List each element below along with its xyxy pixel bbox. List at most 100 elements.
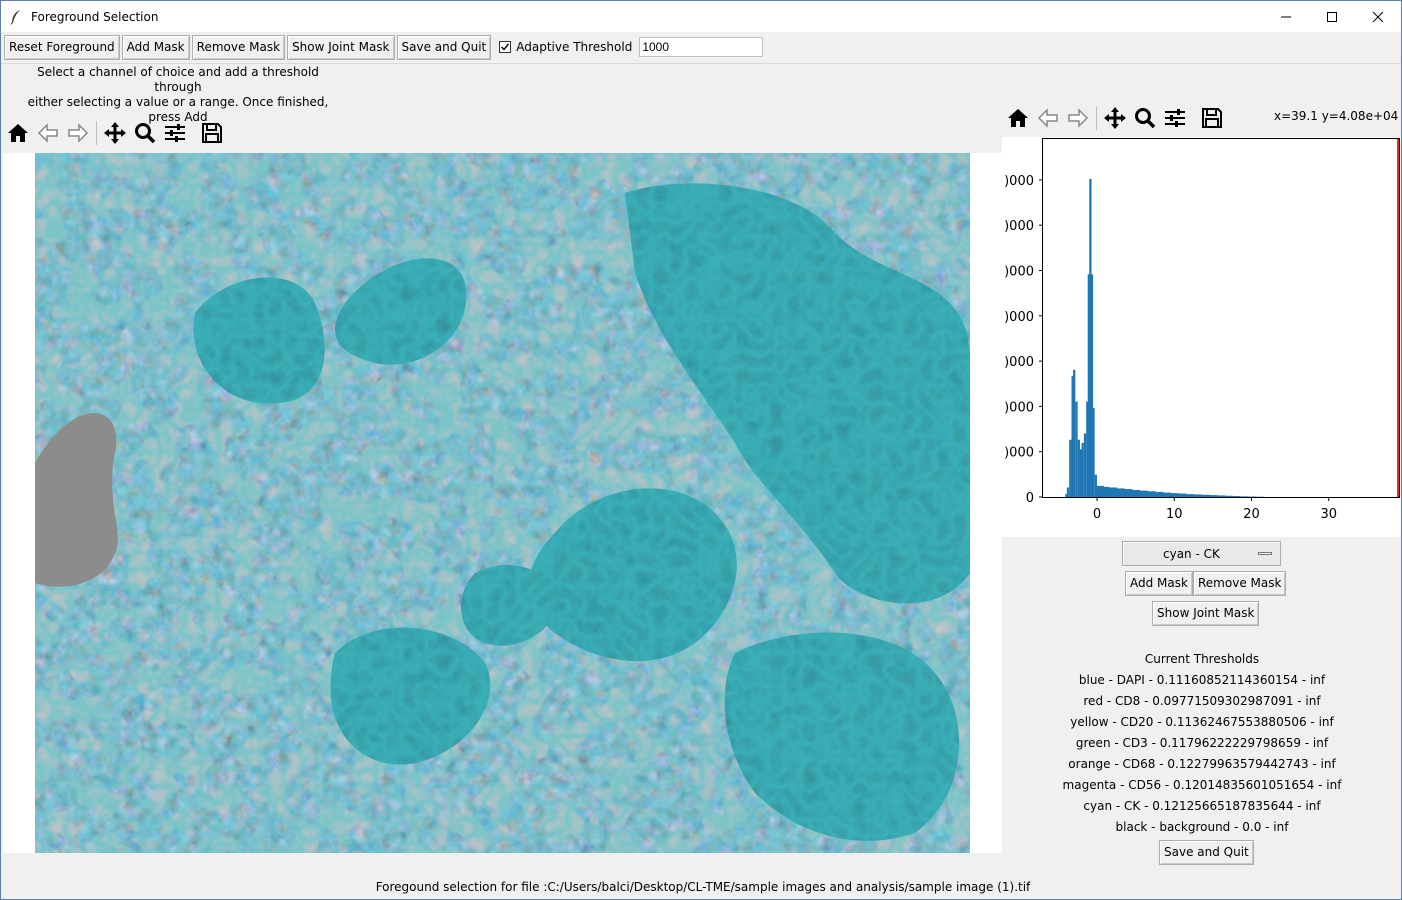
side-add-mask-button[interactable]: Add Mask — [1125, 571, 1193, 596]
close-icon — [1372, 11, 1384, 22]
minimize-button[interactable] — [1263, 1, 1309, 32]
pan-icon — [104, 122, 126, 144]
instructions-line-1: Select a channel of choice and add a thr… — [37, 65, 319, 94]
y-tick-label: )000 — [1004, 310, 1034, 325]
x-tick-label: 30 — [1320, 507, 1337, 522]
y-tick-label: )000 — [1004, 174, 1034, 189]
x-axis: 0 10 20 30 — [1093, 497, 1337, 522]
side-show-joint-mask-button[interactable]: Show Joint Mask — [1152, 601, 1260, 626]
tissue-image[interactable] — [35, 153, 970, 853]
histogram-bar — [1139, 490, 1148, 497]
instructions-line-2: either selecting a value or a range. Onc… — [27, 95, 329, 124]
image-forward-button[interactable] — [63, 118, 93, 148]
threshold-row: blue - DAPI - 0.11160852114360154 - inf — [1078, 673, 1326, 687]
channel-select[interactable]: cyan - CK — [1122, 541, 1281, 566]
image-save-button[interactable] — [197, 118, 227, 148]
toolbar-separator — [96, 121, 97, 145]
histogram-bar — [1087, 274, 1091, 497]
histogram-bar — [1178, 493, 1187, 497]
window-title: Foreground Selection — [31, 9, 159, 24]
adaptive-threshold-toggle[interactable]: Adaptive Threshold — [499, 40, 632, 54]
threshold-row: magenta - CD56 - 0.12014835601051654 - i… — [1062, 778, 1342, 792]
y-tick-label: )000 — [1004, 355, 1034, 370]
background-gap — [35, 413, 118, 587]
close-button[interactable] — [1355, 1, 1401, 32]
save-icon — [202, 123, 222, 143]
hist-zoom-button[interactable] — [1130, 103, 1160, 133]
zoom-icon — [1135, 108, 1156, 129]
y-tick-label: )000 — [1004, 446, 1034, 461]
side-save-and-quit-button[interactable]: Save and Quit — [1159, 840, 1254, 865]
minimize-icon — [1281, 16, 1291, 17]
y-axis: 0)000)000)000)000)000)000)000 — [1004, 174, 1043, 506]
title-bar: Foreground Selection — [1, 1, 1401, 32]
top-toolbar: Reset Foreground Add Mask Remove Mask Sh… — [4, 34, 764, 60]
image-zoom-button[interactable] — [130, 118, 160, 148]
histogram-chart[interactable]: 0)000)000)000)000)000)000)000 0 10 20 30 — [1002, 137, 1401, 537]
hist-save-button[interactable] — [1197, 103, 1227, 133]
show-joint-mask-button[interactable]: Show Joint Mask — [287, 34, 395, 60]
histogram-bar — [1066, 487, 1070, 497]
hist-forward-button[interactable] — [1063, 103, 1093, 133]
home-icon — [8, 124, 28, 142]
histogram-bar — [1147, 491, 1156, 497]
image-back-button[interactable] — [33, 118, 63, 148]
remove-mask-button[interactable]: Remove Mask — [191, 34, 286, 60]
histogram-bar — [1162, 492, 1172, 497]
histogram-bar — [1209, 495, 1218, 497]
window-controls — [1263, 1, 1401, 32]
threshold-row: red - CD8 - 0.09771509302987091 - inf — [1083, 694, 1321, 708]
hist-home-button[interactable] — [1003, 103, 1033, 133]
file-path-footer: Foregound selection for file :C:/Users/b… — [375, 880, 1031, 894]
maximize-icon — [1327, 11, 1337, 22]
reset-foreground-button[interactable]: Reset Foreground — [4, 34, 120, 60]
histogram-bar — [1090, 274, 1094, 497]
histogram-bar — [1100, 486, 1110, 497]
instructions-text: Select a channel of choice and add a thr… — [13, 65, 343, 125]
histogram-bar — [1193, 494, 1202, 497]
image-pan-button[interactable] — [100, 118, 130, 148]
hist-back-button[interactable] — [1033, 103, 1063, 133]
y-tick-label: )000 — [1004, 400, 1034, 415]
histogram-canvas[interactable]: 0)000)000)000)000)000)000)000 0 10 20 30 — [1002, 137, 1401, 537]
option-menu-indicator — [1258, 552, 1272, 555]
side-remove-mask-button[interactable]: Remove Mask — [1193, 571, 1287, 596]
forward-arrow-icon — [1068, 108, 1089, 128]
save-and-quit-button[interactable]: Save and Quit — [396, 34, 492, 60]
histogram-bar — [1154, 491, 1164, 497]
adaptive-threshold-input[interactable] — [639, 37, 764, 57]
histogram-bar — [1073, 369, 1076, 497]
histogram-bar — [1239, 496, 1249, 497]
pan-icon — [1104, 107, 1126, 129]
hist-pan-button[interactable] — [1100, 103, 1130, 133]
image-configure-button[interactable] — [160, 118, 190, 148]
y-tick-label: 0 — [1026, 491, 1034, 506]
hist-configure-button[interactable] — [1160, 103, 1190, 133]
histogram-bar — [1092, 407, 1095, 497]
histogram-bar — [1131, 490, 1141, 497]
configure-icon — [165, 124, 185, 142]
histogram-bar — [1079, 449, 1083, 497]
histogram-bar — [1185, 494, 1195, 497]
histogram-bar — [1224, 495, 1233, 497]
add-mask-button[interactable]: Add Mask — [121, 34, 190, 60]
checkmark-icon — [501, 43, 510, 51]
image-nav-toolbar — [3, 118, 227, 148]
save-icon — [1202, 108, 1222, 128]
adaptive-threshold-checkbox[interactable] — [499, 41, 512, 53]
histogram-bar — [1065, 493, 1068, 497]
histogram-bar — [1201, 494, 1210, 497]
histogram-bars — [1065, 179, 1264, 497]
home-icon — [1008, 109, 1028, 127]
histogram-bar — [1077, 439, 1080, 497]
maximize-button[interactable] — [1309, 1, 1355, 32]
header-divider — [1, 63, 1401, 64]
y-tick-label: )000 — [1004, 219, 1034, 234]
image-canvas[interactable] — [3, 153, 1002, 853]
histogram-bar — [1075, 401, 1078, 497]
image-home-button[interactable] — [3, 118, 33, 148]
histogram-bar — [1083, 433, 1087, 497]
thresholds-title: Current Thresholds — [1144, 652, 1260, 666]
histogram-bar — [1086, 401, 1089, 497]
